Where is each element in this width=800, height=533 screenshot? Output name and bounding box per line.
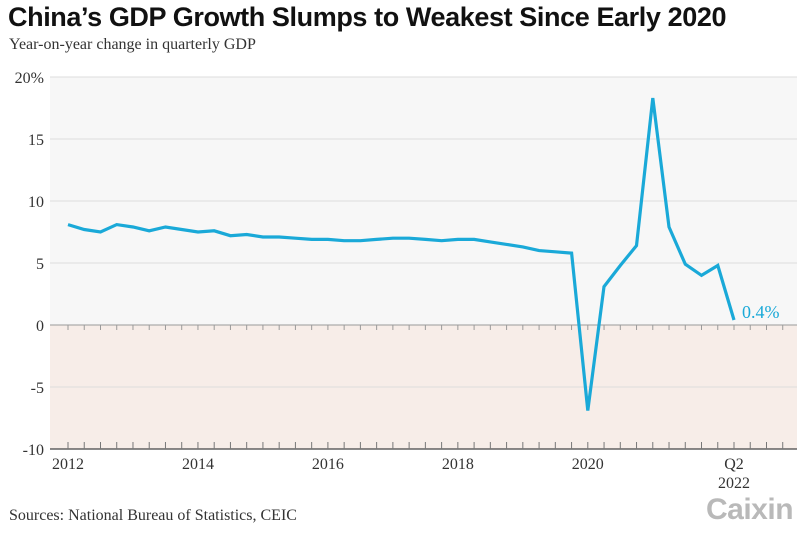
y-tick-label: 5 bbox=[36, 256, 44, 273]
caixin-logo: Caixin bbox=[706, 493, 794, 526]
y-tick-label: 20% bbox=[15, 70, 44, 87]
x-tick-label: 2018 bbox=[442, 456, 474, 473]
x-tick-label: Q2 bbox=[724, 456, 744, 473]
x-tick-label: 2016 bbox=[312, 456, 344, 473]
y-tick-label: 15 bbox=[28, 132, 44, 149]
y-tick-label: 0 bbox=[36, 318, 44, 335]
x-tick-sublabel: 2022 bbox=[718, 475, 750, 492]
y-tick-label: 10 bbox=[28, 194, 44, 211]
y-tick-label: -10 bbox=[23, 442, 44, 459]
line-chart: -10 -5 0 5 10 15 20% 2012 2014 2016 2018 2020 Q2 2022… bbox=[15, 70, 797, 492]
chart-subtitle: Year-on-year change in quarterly GDP bbox=[9, 36, 256, 53]
chart-title: China’s GDP Growth Slumps to Weakest Sin… bbox=[8, 2, 727, 32]
gdp-growth-line bbox=[67, 97, 736, 411]
last-value-label: 0.4% bbox=[742, 302, 780, 322]
y-tick-label: -5 bbox=[31, 380, 44, 397]
x-tick-label: 2020 bbox=[572, 456, 604, 473]
x-tick-label: 2012 bbox=[52, 456, 84, 473]
x-tick-label: 2014 bbox=[182, 456, 214, 473]
source-note: Sources: National Bureau of Statistics, … bbox=[9, 507, 297, 524]
